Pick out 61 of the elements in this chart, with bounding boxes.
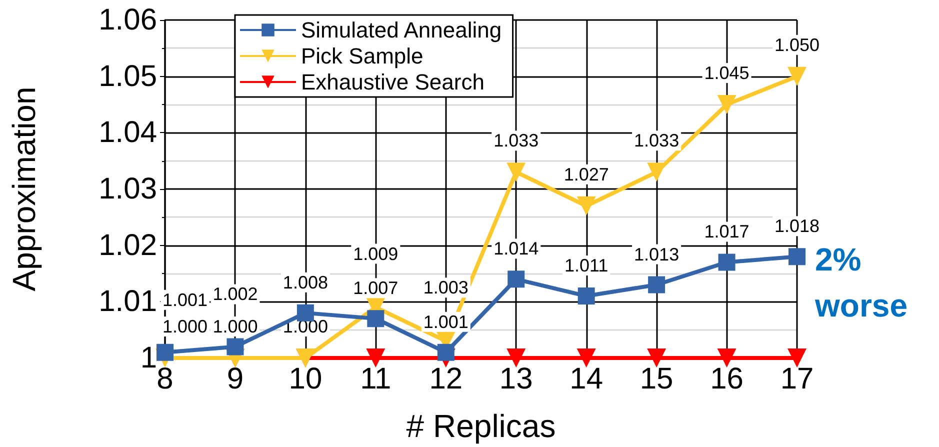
y-tick-label: 1.02 [98, 228, 157, 262]
point [717, 348, 736, 368]
point [156, 344, 174, 361]
data-label: 1.002 [212, 284, 258, 304]
data-label: 1.033 [494, 130, 539, 151]
x-tick-label: 13 [499, 362, 533, 396]
data-label: 1.018 [774, 216, 820, 236]
legend-label: Pick Sample [301, 44, 424, 68]
data-label: 1.001 [162, 290, 208, 310]
data-label: 1.017 [704, 222, 750, 242]
data-label: 1.014 [494, 238, 539, 259]
x-tick-label: 11 [360, 362, 392, 396]
y-tick-label: 1.04 [98, 116, 157, 150]
point [367, 310, 384, 328]
x-tick-label: 14 [570, 362, 604, 396]
point [226, 338, 244, 356]
data-label: 1.009 [353, 244, 398, 264]
y-tick-label: 1.05 [98, 60, 157, 93]
legend-label: Exhaustive Search [301, 70, 484, 94]
point [506, 348, 526, 368]
data-label: 1.007 [353, 278, 398, 298]
point [576, 348, 596, 368]
x-tick-label: 9 [226, 362, 244, 396]
data-label: 1.008 [282, 272, 328, 292]
x-tick-label: 10 [288, 362, 322, 396]
point [648, 276, 666, 294]
x-axis-title: # Replicas [406, 408, 556, 444]
data-label: 1.027 [564, 164, 609, 184]
data-label: 1.011 [564, 256, 608, 276]
legend-label: Simulated Annealing [301, 18, 502, 42]
point [717, 95, 736, 114]
point [718, 254, 736, 271]
y-tick-label: 1 [140, 342, 157, 374]
data-label: 1.000 [162, 316, 208, 336]
point [437, 344, 454, 361]
data-label: 1.000 [212, 316, 258, 336]
x-tick-label: 8 [156, 362, 174, 396]
x-tick-label: 17 [780, 362, 814, 396]
data-label: 1.003 [423, 278, 468, 298]
data-label: 1.045 [704, 63, 750, 83]
x-tick-label: 16 [710, 362, 744, 396]
point [366, 348, 386, 368]
y-axis-title: Approximation [6, 86, 42, 292]
annotation: 2% worse [814, 242, 908, 324]
y-tick-label: 1.01 [98, 285, 157, 318]
point [576, 196, 596, 216]
data-label: 1.033 [634, 130, 680, 151]
x-tick-label: 15 [640, 362, 674, 396]
data-label: 1.050 [774, 34, 820, 55]
data-label: 1.013 [634, 244, 680, 264]
point [788, 348, 806, 368]
data-label: 1.001 [423, 312, 468, 332]
x-tick-label: 12 [429, 362, 463, 396]
y-tick-label: 1.06 [98, 4, 157, 36]
point [788, 248, 806, 266]
point [578, 288, 595, 305]
point [647, 348, 666, 368]
point [508, 270, 525, 288]
point [506, 162, 526, 182]
y-tick-label: 1.03 [98, 172, 157, 206]
point [788, 66, 806, 86]
